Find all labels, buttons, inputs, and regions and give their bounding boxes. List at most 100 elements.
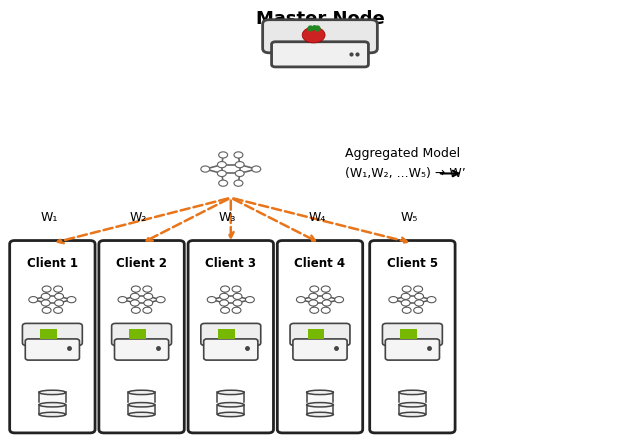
FancyBboxPatch shape bbox=[262, 20, 378, 53]
Circle shape bbox=[335, 297, 344, 303]
Circle shape bbox=[201, 166, 210, 172]
Circle shape bbox=[233, 300, 242, 306]
Circle shape bbox=[41, 300, 50, 306]
Bar bbox=[399, 392, 426, 402]
Text: (W₁,W₂, ...W₅) → W’: (W₁,W₂, ...W₅) → W’ bbox=[346, 167, 466, 180]
FancyBboxPatch shape bbox=[293, 339, 347, 360]
Circle shape bbox=[131, 300, 140, 306]
Circle shape bbox=[144, 293, 153, 299]
Circle shape bbox=[389, 297, 397, 303]
Circle shape bbox=[234, 152, 243, 158]
Circle shape bbox=[221, 307, 230, 313]
Circle shape bbox=[415, 300, 424, 306]
Ellipse shape bbox=[39, 403, 66, 407]
Circle shape bbox=[221, 286, 230, 292]
Circle shape bbox=[310, 307, 319, 313]
Bar bbox=[129, 329, 146, 340]
Text: W₂: W₂ bbox=[130, 211, 147, 224]
FancyBboxPatch shape bbox=[99, 241, 184, 433]
Bar bbox=[39, 405, 66, 414]
Circle shape bbox=[233, 293, 242, 299]
Bar bbox=[400, 329, 417, 340]
Circle shape bbox=[220, 293, 228, 299]
Bar bbox=[218, 392, 244, 402]
Circle shape bbox=[402, 286, 411, 292]
Circle shape bbox=[218, 170, 227, 177]
Text: Client 1: Client 1 bbox=[27, 257, 78, 270]
Circle shape bbox=[413, 286, 422, 292]
Circle shape bbox=[41, 293, 50, 299]
Circle shape bbox=[156, 297, 165, 303]
Bar bbox=[40, 329, 56, 340]
Circle shape bbox=[415, 293, 424, 299]
FancyBboxPatch shape bbox=[290, 323, 350, 345]
Circle shape bbox=[54, 300, 63, 306]
Circle shape bbox=[232, 286, 241, 292]
Circle shape bbox=[401, 293, 410, 299]
Ellipse shape bbox=[399, 390, 426, 395]
Circle shape bbox=[131, 286, 140, 292]
Ellipse shape bbox=[218, 403, 244, 407]
Circle shape bbox=[54, 307, 63, 313]
Circle shape bbox=[322, 300, 331, 306]
Circle shape bbox=[143, 307, 152, 313]
Circle shape bbox=[143, 286, 152, 292]
Bar bbox=[39, 392, 66, 402]
Circle shape bbox=[234, 180, 243, 186]
Circle shape bbox=[402, 307, 411, 313]
Circle shape bbox=[54, 293, 63, 299]
Text: W₁: W₁ bbox=[40, 211, 58, 224]
Circle shape bbox=[302, 27, 325, 43]
Ellipse shape bbox=[218, 390, 244, 395]
Ellipse shape bbox=[39, 390, 66, 395]
Text: Client 4: Client 4 bbox=[294, 257, 346, 270]
Circle shape bbox=[296, 297, 305, 303]
Text: W₃: W₃ bbox=[219, 211, 236, 224]
Ellipse shape bbox=[307, 403, 333, 407]
Text: Client 3: Client 3 bbox=[205, 257, 256, 270]
Circle shape bbox=[218, 162, 227, 168]
Circle shape bbox=[236, 162, 244, 168]
Bar bbox=[399, 405, 426, 414]
FancyBboxPatch shape bbox=[370, 241, 455, 433]
Circle shape bbox=[322, 293, 331, 299]
Circle shape bbox=[401, 300, 410, 306]
Circle shape bbox=[236, 170, 244, 177]
FancyBboxPatch shape bbox=[271, 42, 369, 67]
FancyBboxPatch shape bbox=[188, 241, 273, 433]
Text: W₅: W₅ bbox=[401, 211, 418, 224]
Ellipse shape bbox=[128, 412, 155, 416]
Ellipse shape bbox=[399, 403, 426, 407]
Text: Client 5: Client 5 bbox=[387, 257, 438, 270]
Bar bbox=[218, 329, 235, 340]
FancyBboxPatch shape bbox=[277, 241, 363, 433]
Ellipse shape bbox=[218, 412, 244, 416]
FancyBboxPatch shape bbox=[111, 323, 172, 345]
Circle shape bbox=[219, 180, 228, 186]
Bar bbox=[128, 405, 155, 414]
Circle shape bbox=[118, 297, 127, 303]
Ellipse shape bbox=[128, 403, 155, 407]
Ellipse shape bbox=[128, 390, 155, 395]
Circle shape bbox=[310, 286, 319, 292]
Circle shape bbox=[413, 307, 422, 313]
Ellipse shape bbox=[399, 412, 426, 416]
FancyBboxPatch shape bbox=[204, 339, 258, 360]
Circle shape bbox=[246, 297, 254, 303]
Bar bbox=[128, 392, 155, 402]
Circle shape bbox=[131, 307, 140, 313]
Circle shape bbox=[42, 307, 51, 313]
Circle shape bbox=[321, 307, 330, 313]
Ellipse shape bbox=[39, 412, 66, 416]
Circle shape bbox=[427, 297, 436, 303]
FancyBboxPatch shape bbox=[383, 323, 442, 345]
FancyBboxPatch shape bbox=[22, 323, 83, 345]
Circle shape bbox=[131, 293, 140, 299]
Circle shape bbox=[219, 152, 228, 158]
Circle shape bbox=[232, 307, 241, 313]
Circle shape bbox=[67, 297, 76, 303]
Circle shape bbox=[220, 300, 228, 306]
Text: W₄: W₄ bbox=[308, 211, 326, 224]
FancyBboxPatch shape bbox=[201, 323, 260, 345]
Circle shape bbox=[144, 300, 153, 306]
